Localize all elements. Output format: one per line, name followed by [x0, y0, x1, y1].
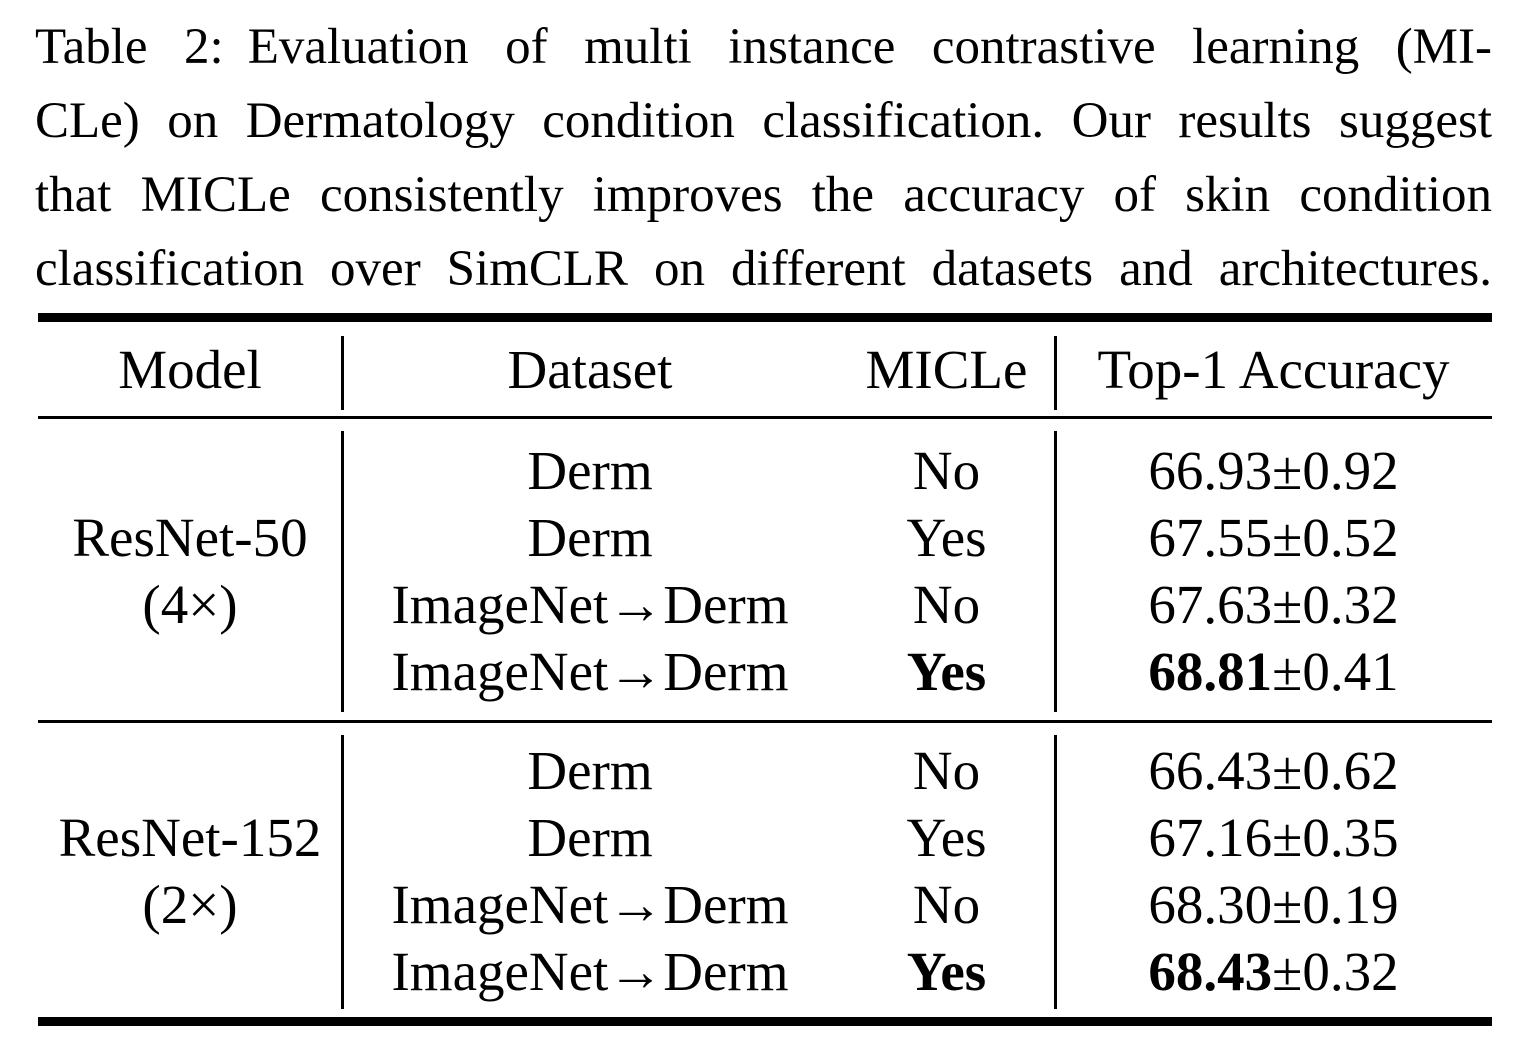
caption-line-2: CLe) on Dermatology condition classifica… [35, 93, 1492, 149]
table-header-row: Model Dataset MICLe Top-1 Accuracy [38, 322, 1492, 416]
results-table: Model Dataset MICLe Top-1 Accuracy ResNe… [38, 313, 1492, 1026]
micle-cell: No [912, 440, 981, 501]
micle-cell: Yes [906, 807, 987, 868]
accuracy-cell-best: 68.43 ±0.32 [1055, 938, 1492, 1005]
accuracy-value: 67.16 [1148, 807, 1273, 868]
accuracy-cell: 67.55 ±0.52 [1055, 504, 1492, 571]
accuracy-cell: 67.63 ±0.32 [1055, 571, 1492, 638]
accuracy-stddev: ±0.32 [1272, 574, 1399, 635]
model-name: ResNet-50 [72, 507, 308, 568]
micle-cell: Yes [906, 507, 987, 568]
accuracy-stddev: ±0.19 [1272, 874, 1399, 935]
model-label-resnet152: ResNet-152 (2×) [38, 737, 342, 1005]
header-micle: MICLe [865, 338, 1028, 400]
table-caption: Table 2: Evaluation of multi instance con… [35, 10, 1492, 306]
accuracy-value: 68.30 [1148, 874, 1273, 935]
accuracy-cell: 67.16 ±0.35 [1055, 804, 1492, 871]
accuracy-stddev: ±0.35 [1272, 807, 1399, 868]
table-top-rule [38, 313, 1492, 322]
dataset-cell: Derm [527, 440, 653, 501]
dataset-cell: ImageNet→Derm [391, 941, 789, 1002]
model-name: ResNet-152 [58, 807, 322, 868]
table-bottom-rule [38, 1017, 1492, 1026]
caption-label: Table 2: [35, 19, 224, 75]
caption-line-4: classification over SimCLR on different … [35, 241, 1492, 297]
micle-cell: No [912, 874, 981, 935]
accuracy-value: 67.55 [1148, 507, 1273, 568]
accuracy-stddev: ±0.92 [1272, 440, 1399, 501]
caption-line-1: Table 2: Evaluation of multi instance con… [35, 10, 1492, 84]
caption-line-3: that MICLe consistently improves the acc… [35, 167, 1492, 223]
dataset-cell: ImageNet→Derm [391, 874, 789, 935]
accuracy-stddev: ±0.52 [1272, 507, 1399, 568]
micle-cell: No [912, 574, 981, 635]
header-divider-model-dataset [341, 336, 344, 410]
accuracy-value: 68.81 [1148, 641, 1273, 702]
body-divider-model-dataset [341, 431, 344, 712]
model-label-resnet50: ResNet-50 (4×) [38, 437, 342, 705]
model-width-multiplier: (2×) [142, 874, 238, 935]
group-separator-rule [38, 720, 1492, 723]
accuracy-value: 66.43 [1148, 740, 1273, 801]
model-width-multiplier: (4×) [142, 574, 238, 635]
micle-cell-best: Yes [906, 941, 987, 1002]
accuracy-cell: 68.30 ±0.19 [1055, 871, 1492, 938]
header-accuracy: Top-1 Accuracy [1097, 338, 1450, 400]
body-divider-micle-accuracy [1054, 735, 1057, 1009]
accuracy-value: 66.93 [1148, 440, 1273, 501]
accuracy-stddev: ±0.32 [1272, 941, 1399, 1002]
header-bottom-rule [38, 416, 1492, 419]
dataset-cell: Derm [527, 740, 653, 801]
dataset-cell: ImageNet→Derm [391, 574, 789, 635]
header-dataset: Dataset [507, 338, 673, 400]
group-resnet152: ResNet-152 (2×) Derm No 66.43 ±0.62 Derm … [38, 723, 1492, 1017]
accuracy-value: 68.43 [1148, 941, 1273, 1002]
dataset-cell: Derm [527, 807, 653, 868]
accuracy-value: 67.63 [1148, 574, 1273, 635]
header-model: Model [118, 338, 262, 400]
micle-cell-best: Yes [906, 641, 987, 702]
body-divider-micle-accuracy [1054, 431, 1057, 712]
dataset-cell: Derm [527, 507, 653, 568]
accuracy-cell: 66.43 ±0.62 [1055, 737, 1492, 804]
header-divider-micle-accuracy [1054, 336, 1057, 410]
accuracy-cell: 66.93 ±0.92 [1055, 437, 1492, 504]
caption-line-1-text: Evaluation of multi instance contrastive… [247, 19, 1492, 75]
accuracy-stddev: ±0.62 [1272, 740, 1399, 801]
accuracy-cell-best: 68.81 ±0.41 [1055, 638, 1492, 705]
body-divider-model-dataset [341, 735, 344, 1009]
micle-cell: No [912, 740, 981, 801]
group-resnet50: ResNet-50 (4×) Derm No 66.93 ±0.92 Derm Y… [38, 419, 1492, 720]
accuracy-stddev: ±0.41 [1272, 641, 1399, 702]
dataset-cell: ImageNet→Derm [391, 641, 789, 702]
